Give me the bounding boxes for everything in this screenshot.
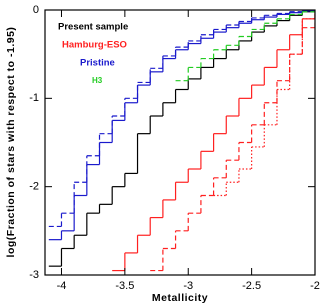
y-tick-label: -1 bbox=[29, 92, 39, 104]
y-tick-label: -2 bbox=[29, 181, 39, 193]
x-tick-label: -2 bbox=[310, 280, 320, 292]
legend-entry: Pristine bbox=[80, 58, 115, 69]
y-axis-label: log(Fraction of stars with respect to -1… bbox=[5, 27, 17, 258]
x-tick-label: -4 bbox=[57, 280, 67, 292]
plot-lines bbox=[48, 10, 315, 272]
legend-entry: Present sample bbox=[58, 22, 128, 33]
x-tick-label: -3.5 bbox=[115, 280, 134, 292]
plot-frame bbox=[44, 9, 316, 276]
legend-entry: Hamburg-ESO bbox=[62, 40, 127, 51]
legend-entry: H3 bbox=[92, 76, 103, 85]
x-tick-label: -3 bbox=[183, 280, 193, 292]
x-axis-label: Metallicity bbox=[152, 292, 208, 304]
x-tick-label: -2.5 bbox=[242, 280, 261, 292]
y-tick-label: -3 bbox=[29, 269, 39, 281]
y-tick-label: 0 bbox=[33, 4, 39, 16]
